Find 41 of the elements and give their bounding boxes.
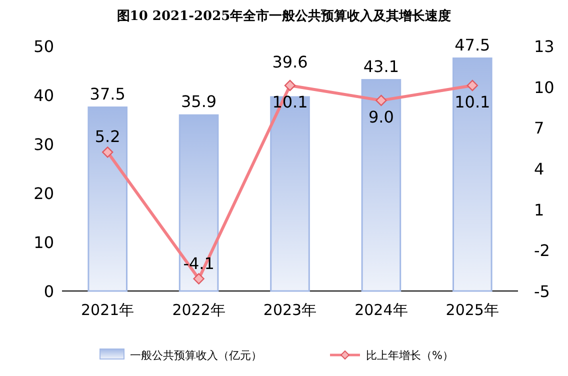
data-label: 10.1 <box>272 92 308 112</box>
y-tick-label: 50 <box>34 37 54 56</box>
bar <box>270 96 310 292</box>
bar <box>88 106 128 292</box>
data-label: 43.1 <box>363 56 400 76</box>
data-label: 35.9 <box>180 92 217 112</box>
data-label: -4.1 <box>183 254 214 273</box>
legend-label: 一般公共预算收入（亿元） <box>130 349 262 362</box>
data-label: 47.5 <box>454 35 490 54</box>
y2-tick-label: 13 <box>534 37 554 56</box>
point <box>284 80 296 92</box>
point <box>466 80 478 92</box>
data-label: 37.5 <box>90 84 126 104</box>
data-label: 9.0 <box>368 107 394 126</box>
y-tick-label: 20 <box>34 184 54 203</box>
y-tick-label: 0 <box>44 282 54 301</box>
point <box>376 94 387 106</box>
x-tick-label: 2025年 <box>446 301 499 319</box>
point <box>193 273 204 284</box>
x-tick-label: 2021年 <box>81 301 134 319</box>
legend-label: 比上年增长（%） <box>366 349 454 362</box>
data-label: 39.6 <box>272 52 308 72</box>
data-label: 5.2 <box>94 127 120 146</box>
y-tick-label: 30 <box>34 135 54 154</box>
x-tick-label: 2023年 <box>263 301 317 319</box>
x-tick-label: 2024年 <box>354 301 408 319</box>
y2-tick-label: -5 <box>534 282 550 301</box>
y2-tick-label: 1 <box>534 200 544 220</box>
y-tick-label: 40 <box>34 86 54 105</box>
bar <box>178 114 219 292</box>
y2-tick-label: -2 <box>534 241 550 260</box>
data-label: 10.1 <box>454 92 490 112</box>
x-tick-label: 2022年 <box>172 301 226 319</box>
y2-tick-label: 10 <box>534 78 554 97</box>
chart-title: 图10 2021-2025年全市一般公共预算收入及其增长速度 <box>116 8 452 24</box>
y-tick-label: 10 <box>34 233 54 252</box>
point <box>102 146 114 158</box>
y2-tick-label: 7 <box>534 118 544 138</box>
bar <box>452 58 492 292</box>
y2-tick-label: 4 <box>534 160 544 178</box>
bar <box>361 79 402 292</box>
